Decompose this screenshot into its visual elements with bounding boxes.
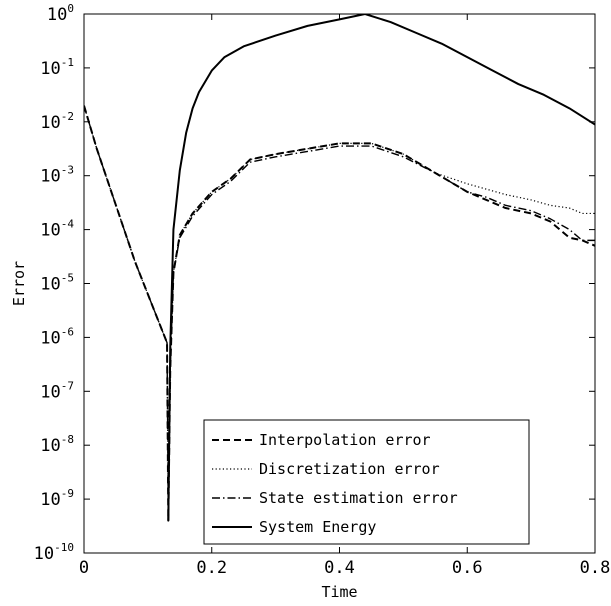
x-tick-label: 0.8 bbox=[580, 558, 611, 578]
x-tick-label: 0.2 bbox=[196, 558, 227, 578]
y-tick-label: 10-7 bbox=[40, 379, 74, 402]
legend-label: System Energy bbox=[259, 518, 376, 536]
series-line-discretization-error bbox=[84, 105, 595, 522]
series-line-system-energy bbox=[167, 14, 595, 521]
legend-label: Interpolation error bbox=[259, 431, 431, 449]
y-tick-label: 10-6 bbox=[40, 325, 74, 348]
y-tick-label: 10-10 bbox=[34, 541, 74, 564]
y-tick-label: 10-1 bbox=[40, 56, 74, 79]
y-tick-label: 10-9 bbox=[40, 487, 74, 510]
y-tick-label: 10-3 bbox=[40, 164, 74, 187]
y-tick-label: 10-8 bbox=[40, 433, 74, 456]
y-tick-label: 100 bbox=[47, 2, 74, 25]
legend-box bbox=[203, 419, 530, 545]
x-tick-label: 0 bbox=[79, 558, 89, 578]
x-axis-label: Time bbox=[321, 583, 357, 601]
legend-label: State estimation error bbox=[259, 489, 458, 507]
x-tick-label: 0.4 bbox=[324, 558, 355, 578]
y-axis-label: Error bbox=[10, 261, 28, 306]
y-tick-label: 10-5 bbox=[40, 272, 74, 295]
legend: Interpolation error Discretization error S… bbox=[203, 419, 530, 545]
y-tick-label: 10-2 bbox=[40, 110, 74, 133]
x-tick-label: 0.6 bbox=[452, 558, 483, 578]
x-axis-ticks: 0 0.2 0.4 0.6 0.8 bbox=[79, 14, 610, 578]
series-line-state-estimation-error bbox=[84, 105, 595, 522]
y-axis-ticks: 100 10-1 10-2 10-3 10-4 10-5 10-6 10-7 10-8 10-9 1… bbox=[34, 2, 595, 564]
series-layer bbox=[84, 14, 595, 522]
y-tick-label: 10-4 bbox=[40, 218, 74, 241]
legend-label: Discretization error bbox=[259, 460, 440, 478]
